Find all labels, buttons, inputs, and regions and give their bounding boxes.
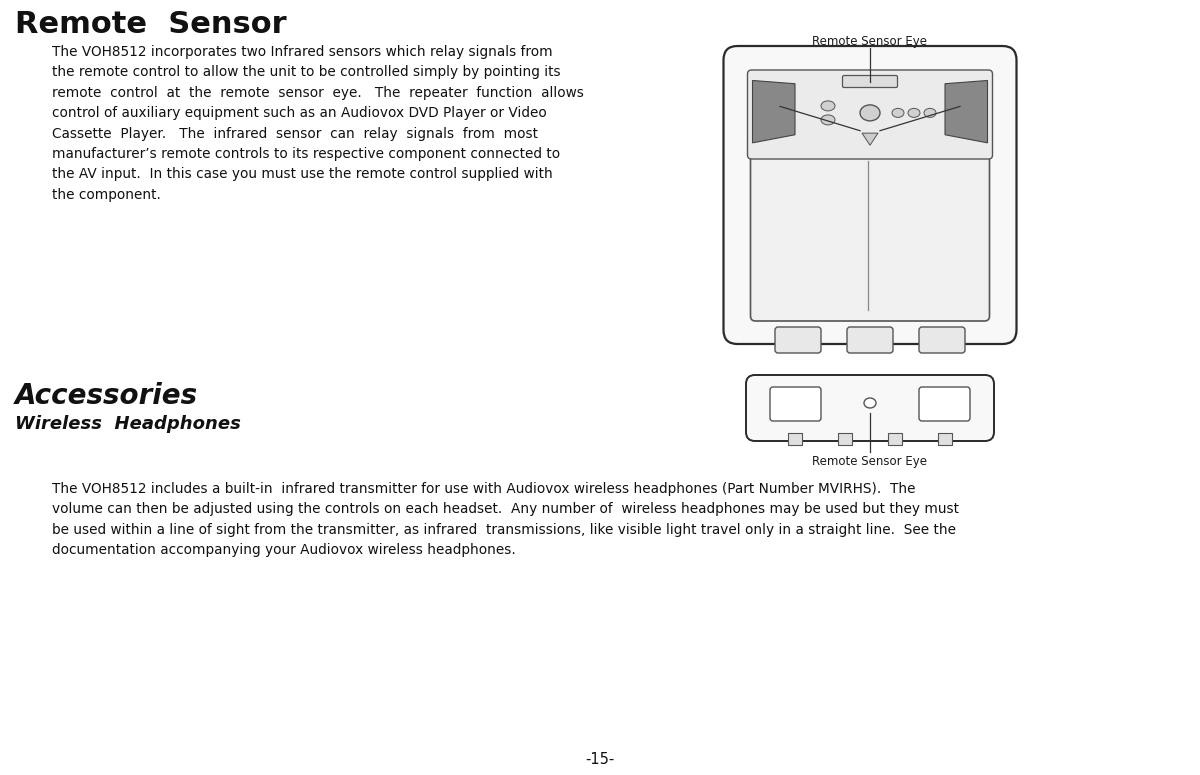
Ellipse shape [821,101,835,111]
Text: Remote  Sensor: Remote Sensor [14,10,287,39]
Polygon shape [752,81,796,143]
FancyBboxPatch shape [750,150,990,321]
Text: Wireless  Headphones: Wireless Headphones [14,415,241,433]
Polygon shape [946,81,988,143]
Ellipse shape [821,115,835,125]
FancyBboxPatch shape [748,70,992,159]
Text: Accessories: Accessories [14,382,198,410]
FancyBboxPatch shape [919,387,970,421]
Text: The VOH8512 incorporates two Infrared sensors which relay signals from
the remot: The VOH8512 incorporates two Infrared se… [52,45,584,202]
Bar [838,433,852,445]
FancyBboxPatch shape [847,327,893,353]
FancyBboxPatch shape [842,75,898,88]
Polygon shape [862,133,878,145]
Text: The VOH8512 includes a built-in  infrared transmitter for use with Audiovox wire: The VOH8512 includes a built-in infrared… [52,482,959,557]
Text: Remote Sensor Eye: Remote Sensor Eye [812,455,928,468]
Bar [788,433,802,445]
FancyBboxPatch shape [724,46,1016,344]
Text: -15-: -15- [586,752,614,767]
Ellipse shape [864,398,876,408]
FancyBboxPatch shape [746,375,994,441]
Bar [938,433,952,445]
Bar [888,433,902,445]
FancyBboxPatch shape [775,327,821,353]
Ellipse shape [892,109,904,117]
Ellipse shape [860,105,880,121]
Ellipse shape [924,109,936,117]
FancyBboxPatch shape [919,327,965,353]
FancyBboxPatch shape [770,387,821,421]
Ellipse shape [908,109,920,117]
Text: Remote Sensor Eye: Remote Sensor Eye [812,35,928,48]
